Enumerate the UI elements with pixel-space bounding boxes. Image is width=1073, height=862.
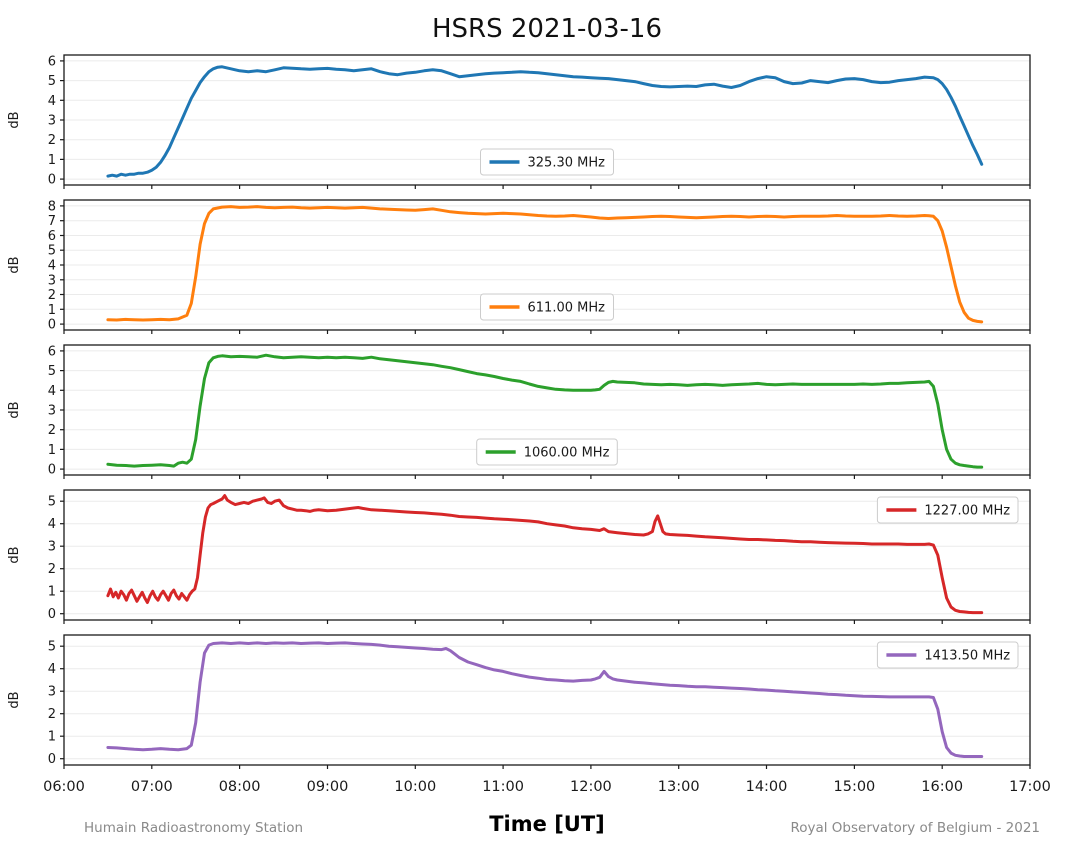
legend-box bbox=[480, 148, 614, 176]
y-tick-label: 6 bbox=[48, 54, 56, 69]
legend-box bbox=[476, 438, 618, 466]
y-axis-label: dB bbox=[7, 546, 22, 563]
y-tick-label: 2 bbox=[48, 562, 56, 577]
axes-frame bbox=[63, 489, 1031, 621]
x-tick-label: 07:00 bbox=[131, 779, 173, 795]
x-axis-title: Time [UT] bbox=[489, 812, 605, 836]
y-tick-label: 4 bbox=[48, 94, 56, 109]
legend-box bbox=[876, 641, 1019, 669]
y-tick-label: 3 bbox=[48, 273, 56, 288]
y-tick-label: 1 bbox=[48, 303, 56, 318]
x-tick-label: 16:00 bbox=[921, 779, 963, 795]
y-tick-label: 2 bbox=[48, 133, 56, 148]
y-tick-label: 3 bbox=[48, 685, 56, 700]
x-tick-label: 09:00 bbox=[307, 779, 349, 795]
y-tick-label: 2 bbox=[48, 707, 56, 722]
y-tick-label: 0 bbox=[48, 173, 56, 188]
y-tick-label: 1 bbox=[48, 443, 56, 458]
series-line-1413-50-mhz bbox=[106, 641, 984, 758]
y-axis-label: dB bbox=[7, 111, 22, 128]
y-tick-label: 6 bbox=[48, 229, 56, 244]
subplot-1227-00-mhz: 0 1 2 3 4 5 dB 1227.00 MHz bbox=[7, 489, 1031, 624]
x-tick-label: 08:00 bbox=[219, 779, 261, 795]
y-tick-label: 6 bbox=[48, 344, 56, 359]
y-tick-label: 4 bbox=[48, 384, 56, 399]
legend-box bbox=[480, 293, 614, 321]
x-tick-label: 17:00 bbox=[1009, 779, 1051, 795]
y-tick-label: 3 bbox=[48, 114, 56, 129]
legend-box bbox=[876, 496, 1019, 524]
series-line-1060-00-mhz bbox=[106, 353, 984, 469]
subplot-1413-50-mhz: 0 1 2 3 4 5 dB 1413.50 MHz bbox=[7, 634, 1031, 769]
legend-label: 1413.50 MHz bbox=[924, 649, 1010, 664]
x-tick-label: 13:00 bbox=[658, 779, 700, 795]
y-tick-label: 5 bbox=[48, 244, 56, 259]
y-tick-label: 1 bbox=[48, 585, 56, 600]
y-tick-label: 5 bbox=[48, 364, 56, 379]
y-axis-label: dB bbox=[7, 691, 22, 708]
y-tick-label: 5 bbox=[48, 74, 56, 89]
y-tick-label: 0 bbox=[48, 463, 56, 478]
y-tick-label: 1 bbox=[48, 153, 56, 168]
y-tick-label: 0 bbox=[48, 752, 56, 767]
series-line-1227-00-mhz bbox=[106, 494, 984, 615]
legend-label: 1060.00 MHz bbox=[524, 446, 610, 461]
footer-station-name: Humain Radioastronomy Station bbox=[84, 820, 304, 836]
y-axis-label: dB bbox=[7, 256, 22, 273]
x-tick-label: 11:00 bbox=[482, 779, 524, 795]
y-tick-label: 2 bbox=[48, 423, 56, 438]
series-line-325-30-mhz bbox=[106, 65, 984, 178]
x-tick-label: 15:00 bbox=[834, 779, 876, 795]
y-tick-label: 4 bbox=[48, 517, 56, 532]
legend-label: 611.00 MHz bbox=[528, 301, 606, 316]
legend-label: 325.30 MHz bbox=[528, 156, 606, 171]
y-tick-label: 5 bbox=[48, 640, 56, 655]
footer-observatory-credit: Royal Observatory of Belgium - 2021 bbox=[790, 820, 1040, 836]
x-tick-label: 06:00 bbox=[43, 779, 85, 795]
x-tick-label: 14:00 bbox=[746, 779, 788, 795]
y-tick-label: 4 bbox=[48, 259, 56, 274]
y-axis-label: dB bbox=[7, 401, 22, 418]
y-tick-label: 8 bbox=[48, 199, 56, 214]
y-tick-label: 1 bbox=[48, 730, 56, 745]
subplot-1060-00-mhz: 0 1 2 3 4 5 6 dB 1060.00 MHz bbox=[7, 344, 1031, 479]
y-tick-label: 3 bbox=[48, 404, 56, 419]
x-tick-label: 12:00 bbox=[570, 779, 612, 795]
chart-title: HSRS 2021-03-16 bbox=[432, 14, 662, 44]
series-line-611-00-mhz bbox=[106, 205, 984, 324]
y-tick-label: 3 bbox=[48, 540, 56, 555]
legend-label: 1227.00 MHz bbox=[924, 504, 1010, 519]
y-tick-label: 4 bbox=[48, 662, 56, 677]
y-tick-label: 2 bbox=[48, 288, 56, 303]
x-tick-label: 10:00 bbox=[394, 779, 436, 795]
y-tick-label: 5 bbox=[48, 495, 56, 510]
axes-frame bbox=[63, 634, 1031, 766]
y-tick-label: 7 bbox=[48, 214, 56, 229]
y-tick-label: 0 bbox=[48, 607, 56, 622]
y-tick-label: 0 bbox=[48, 318, 56, 333]
subplot-325-30-mhz: 0 1 2 3 4 5 6 dB 325.30 MHz bbox=[7, 54, 1031, 189]
